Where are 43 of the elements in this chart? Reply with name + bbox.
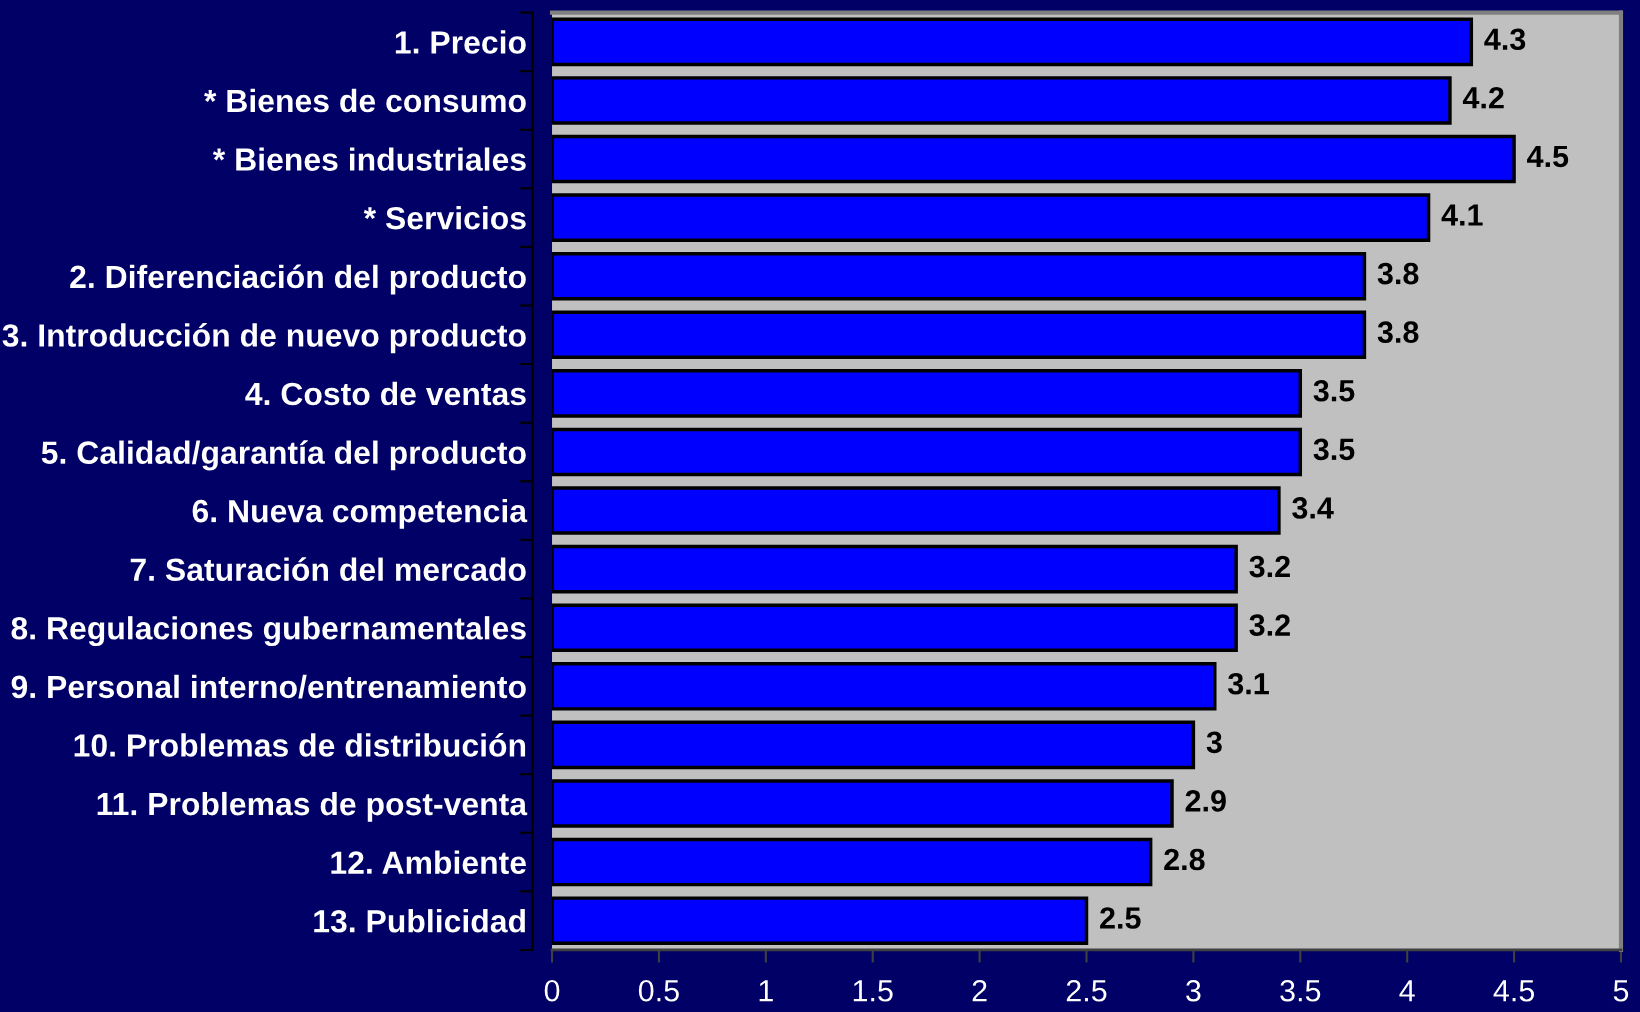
y-tick-label: * Bienes de consumo — [204, 88, 526, 113]
y-tick-label: 11. Problemas de post-venta — [97, 791, 528, 822]
y-tick-label: 8. Regulaciones gubernamentales — [11, 616, 526, 647]
data-label: 4.1 — [1441, 204, 1483, 226]
y-tick-label: 1. Precio — [395, 30, 526, 54]
y-tick-label: 2. Diferenciación del producto — [70, 264, 526, 295]
data-label: 2.5 — [1100, 907, 1141, 929]
y-tick-label: 6. Nueva competencia — [192, 498, 528, 529]
y-tick-label: 3. Introducción de nuevo producto — [2, 323, 526, 354]
y-tick-label: 9. Personal interno/entrenamiento — [11, 674, 526, 699]
data-label: 3.5 — [1313, 379, 1355, 402]
x-tick-label: 2.5 — [1066, 979, 1107, 1002]
data-label: 2.8 — [1164, 848, 1205, 871]
data-label: 3.2 — [1249, 555, 1290, 578]
data-label: 4.3 — [1484, 28, 1526, 51]
x-tick-label: 1 — [759, 980, 773, 1002]
x-tick-label: 4 — [1399, 980, 1415, 1002]
data-label: 3 — [1206, 731, 1222, 754]
y-tick-label: 10. Problemas de distribución — [74, 733, 526, 757]
data-label: 3.8 — [1377, 262, 1419, 285]
data-label: 4.2 — [1462, 87, 1504, 109]
data-label: 3.1 — [1227, 672, 1269, 695]
y-tick-label: * Bienes industriales — [212, 147, 526, 171]
x-tick-label: 3.5 — [1280, 979, 1321, 1002]
x-tick-label: 0 — [544, 979, 560, 1002]
x-tick-label: 2 — [972, 979, 987, 1002]
y-tick-label: 5. Calidad/garantía del producto — [41, 440, 526, 471]
data-label: 3.2 — [1249, 614, 1290, 636]
x-tick-label: 0.5 — [638, 979, 679, 1002]
x-tick-label: 5 — [1613, 980, 1629, 1002]
y-tick-label: * Servicios — [363, 206, 526, 230]
x-tick-label: 3 — [1186, 979, 1201, 1002]
data-label: 3.4 — [1292, 497, 1334, 519]
y-tick-label: 7. Saturación del mercado — [130, 557, 526, 582]
data-label: 4.5 — [1527, 145, 1569, 168]
data-label: 3.5 — [1313, 438, 1355, 461]
y-tick-label: 12. Ambiente — [331, 850, 526, 874]
y-tick-label: 13. Publicidad — [314, 909, 525, 933]
data-label: 3.8 — [1377, 321, 1419, 344]
x-tick-label: 1.5 — [853, 980, 893, 1002]
y-tick-label: 4. Costo de ventas — [245, 381, 526, 406]
data-label: 2.9 — [1185, 790, 1226, 812]
x-tick-label: 4.5 — [1493, 980, 1535, 1002]
